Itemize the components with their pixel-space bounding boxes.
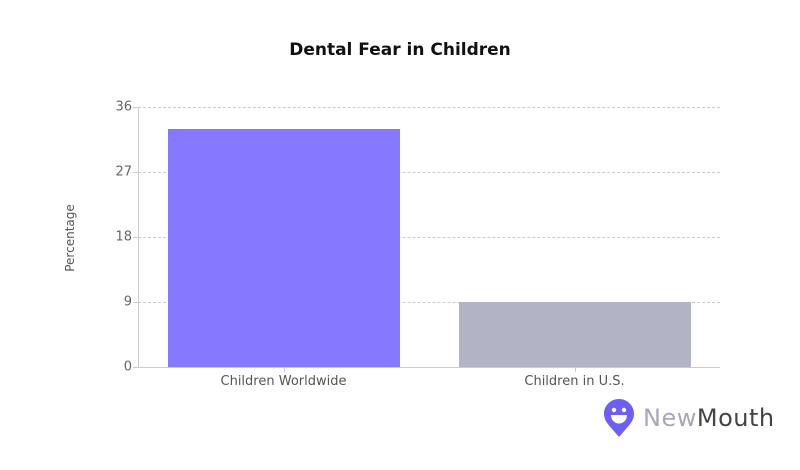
y-tick-mark bbox=[133, 172, 138, 173]
x-tick-label: Children Worldwide bbox=[220, 374, 347, 389]
y-tick-label: 0 bbox=[123, 359, 132, 375]
x-tick-label: Children in U.S. bbox=[524, 374, 625, 389]
gridline bbox=[138, 302, 720, 303]
y-tick-label: 9 bbox=[123, 294, 132, 310]
logo-text-mouth: Mouth bbox=[696, 404, 775, 432]
y-axis-label: Percentage bbox=[63, 204, 77, 272]
x-axis-line bbox=[138, 367, 720, 368]
gridline bbox=[138, 172, 720, 173]
newmouth-logo: NewMouth bbox=[603, 398, 775, 438]
y-tick-mark bbox=[133, 367, 138, 368]
y-tick-mark bbox=[133, 107, 138, 108]
gridline bbox=[138, 107, 720, 108]
y-tick-mark bbox=[133, 237, 138, 238]
y-tick-mark bbox=[133, 302, 138, 303]
x-tick-mark bbox=[574, 367, 576, 372]
bar-children-in-u-s[interactable] bbox=[458, 302, 691, 367]
chart-title: Dental Fear in Children bbox=[289, 40, 511, 60]
logo-text-new: New bbox=[643, 404, 697, 432]
y-tick-label: 36 bbox=[115, 99, 132, 115]
gridline bbox=[138, 237, 720, 238]
y-tick-label: 18 bbox=[115, 229, 132, 245]
x-tick-mark bbox=[283, 367, 285, 372]
y-tick-label: 27 bbox=[115, 164, 132, 180]
smiley-pin-icon bbox=[604, 399, 634, 437]
bar-children-worldwide[interactable] bbox=[167, 128, 400, 367]
